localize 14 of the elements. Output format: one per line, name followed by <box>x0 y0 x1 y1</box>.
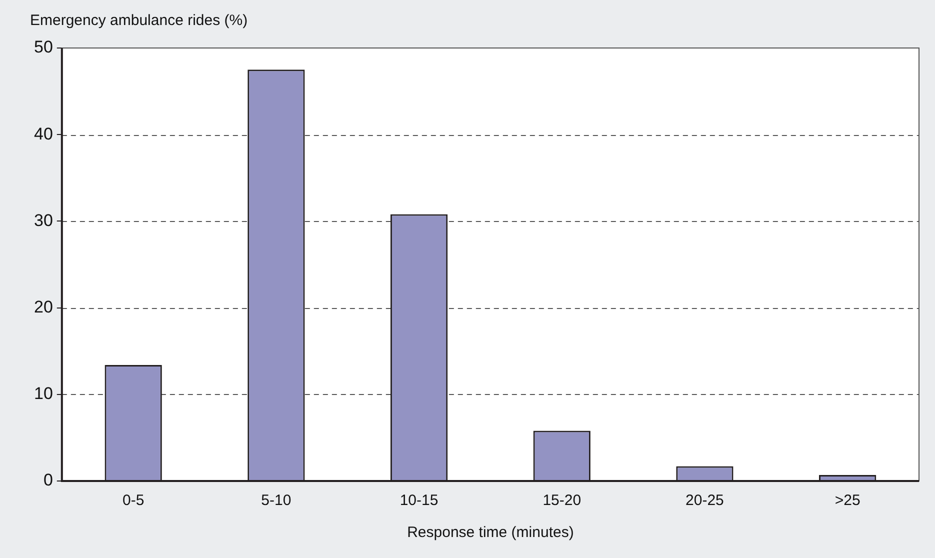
x-tick-label: 15-20 <box>542 492 582 510</box>
x-tick-label: 5-10 <box>261 492 292 510</box>
y-tick-label: 50 <box>34 38 53 57</box>
y-tick-label: 40 <box>34 124 53 144</box>
x-tick-label: 0-5 <box>122 492 144 510</box>
y-tick-label: 0 <box>43 470 53 490</box>
x-tick-label: 10-15 <box>400 492 438 510</box>
y-tick-label: 10 <box>34 384 53 404</box>
x-tick-label: 20-25 <box>686 492 724 510</box>
x-tick-label: >25 <box>834 492 860 510</box>
y-tick-label: 20 <box>34 297 53 316</box>
y-axis-title: Emergency ambulance rides (%) <box>30 12 248 29</box>
y-tick-label: 30 <box>34 210 53 230</box>
x-axis-title: Response time (minutes) <box>407 524 574 542</box>
